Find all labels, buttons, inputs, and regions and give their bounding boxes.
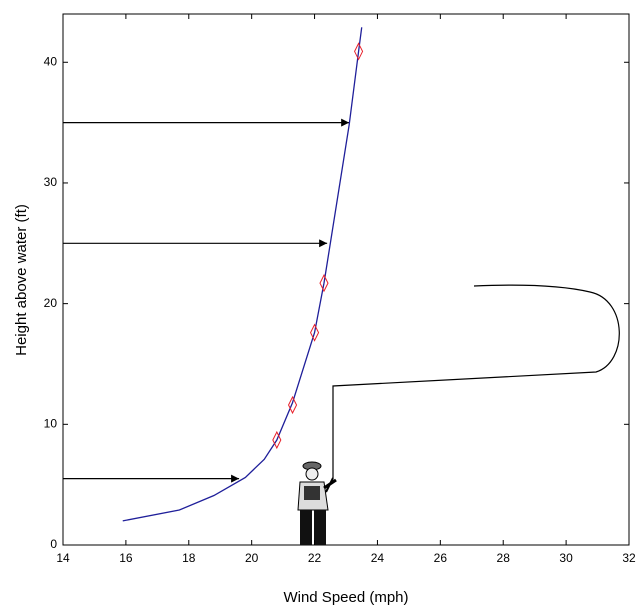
y-axis-label: Height above water (ft) xyxy=(13,204,30,356)
y-tick-label: 40 xyxy=(44,54,58,68)
plot-frame xyxy=(62,13,630,546)
x-tick-label: 14 xyxy=(56,551,70,565)
x-tick-label: 26 xyxy=(434,551,448,565)
x-tick-label: 30 xyxy=(559,551,573,565)
fisherman-icon xyxy=(297,461,337,545)
data-point xyxy=(309,323,320,342)
y-tick-label: 10 xyxy=(44,416,58,430)
x-tick-label: 18 xyxy=(182,551,196,565)
wind-profile-line xyxy=(122,27,363,522)
x-tick-label: 16 xyxy=(119,551,133,565)
data-point xyxy=(272,430,282,450)
x-axis-label: Wind Speed (mph) xyxy=(283,589,408,606)
data-point xyxy=(319,274,329,293)
data-point xyxy=(354,42,364,61)
x-tick-label: 32 xyxy=(622,551,636,565)
x-tick-label: 28 xyxy=(497,551,511,565)
data-point xyxy=(287,395,298,415)
x-tick-label: 20 xyxy=(245,551,259,565)
y-tick-label: 20 xyxy=(44,296,58,310)
fishing-line xyxy=(332,284,620,478)
y-tick-label: 0 xyxy=(50,537,57,551)
y-tick-label: 30 xyxy=(44,175,58,189)
x-tick-label: 24 xyxy=(371,551,385,565)
x-tick-label: 22 xyxy=(308,551,322,565)
